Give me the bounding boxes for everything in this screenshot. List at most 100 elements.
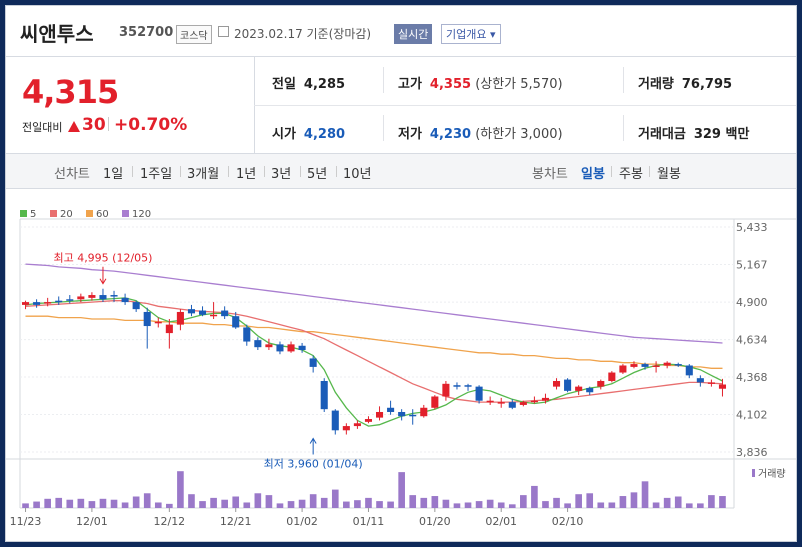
candle-body [243,327,251,342]
volume-bar [166,503,173,508]
tab-3m[interactable]: 3개월 [187,167,220,182]
volume-bar [597,502,605,508]
tab-line-chart[interactable]: 선차트 [54,167,90,182]
candle-body [187,309,196,314]
legend-swatch [20,210,27,217]
lower-limit: (하한가 3,000) [475,127,563,142]
legend-label: 20 [60,209,73,220]
tab-5y[interactable]: 5년 [307,167,328,182]
candle-body [552,380,561,387]
divider [383,115,384,141]
candle-body [21,302,30,305]
volume-bar [66,499,74,508]
stock-name[interactable]: 씨앤투스 [20,22,94,46]
tab-10y[interactable]: 10년 [343,167,372,182]
tab-1y[interactable]: 1년 [236,167,257,182]
volume-bar [221,499,228,508]
stock-code: 352700 [119,25,174,40]
volume-bar [685,503,693,508]
realtime-button[interactable]: 실시간 [394,24,433,44]
x-tick-label: 01/11 [353,515,385,528]
price-chart[interactable]: 5,433 5,167 4,900 4,634 4,368 4,102 3,836 11/23… [6,6,797,542]
divider [336,166,337,177]
volume-bar [243,502,251,508]
open-price: 시가 4,280 [272,123,345,142]
volume-bar [232,496,240,508]
calendar-icon [218,26,229,37]
candle-body [33,302,41,305]
tab-1d[interactable]: 1일 [103,167,124,182]
divider [300,166,301,177]
volume-bar [409,495,417,508]
divider [611,166,612,177]
candle-body [519,402,527,405]
candle-body [475,386,483,401]
volume-bar [575,494,582,508]
volume-bar [398,472,405,508]
volume-bar [254,493,262,508]
volume-bar [188,494,195,508]
candle-body [575,386,583,391]
tab-candle-chart[interactable]: 봉차트 [532,167,568,182]
volume-bar [365,497,372,508]
volume-bar [652,502,660,508]
tab-daily[interactable]: 일봉 [581,167,605,182]
volume-bar [132,496,140,508]
volume-bar [298,499,306,508]
candle-body [165,324,173,334]
candle-body [663,362,671,366]
candle-body [652,365,660,367]
ma5-line [25,297,723,427]
legend-ma60: 60 [86,209,109,220]
volume-bar [520,495,527,508]
market-badge: 코스닥 [176,25,212,44]
tab-1w[interactable]: 1주일 [140,167,173,182]
candle-body [597,380,605,387]
volume-bar [475,501,483,508]
volume-bar [320,497,328,508]
candle-body [420,407,428,417]
volume-bar [464,502,472,508]
candle-body [198,310,207,315]
legend-swatch [50,210,57,217]
volume-bar [697,503,704,508]
volume-bar [663,497,671,508]
candle-body [320,380,328,410]
volume-legend-label: 거래량 [758,468,786,480]
prev-close-value: 4,285 [303,77,346,92]
legend-swatch [86,210,93,217]
volume-bar [33,501,40,508]
volume-bar [343,501,350,508]
volume-bar [630,492,638,508]
legend-label: 5 [30,209,37,220]
high-label: 고가 [398,77,422,92]
company-info-button[interactable]: 기업개요 ▾ [441,24,501,44]
y-tick-label: 4,634 [736,334,768,347]
tab-3y[interactable]: 3년 [271,167,292,182]
candle-body [464,385,472,387]
divider [180,166,181,177]
divider [254,105,796,106]
open-value: 4,280 [303,127,346,142]
candle-body [232,316,240,328]
volume-bar [608,502,616,508]
change-label: 전일대비 [22,121,63,134]
divider [623,67,624,93]
candle-body [121,297,129,303]
legend-label: 120 [132,209,152,220]
candle-body [641,364,649,367]
candle-body [364,419,373,422]
low-label: 저가 [398,127,422,142]
candle-body [276,344,284,352]
upper-limit: (상한가 5,570) [475,77,563,92]
candle-body [398,411,406,417]
company-info-label: 기업개요 [446,28,487,41]
volume-value: 76,795 [681,77,733,92]
candle-body [353,423,361,427]
candle-body [453,385,461,387]
volume-bar [44,498,51,508]
divider [623,115,624,141]
tab-weekly[interactable]: 주봉 [619,167,643,182]
tab-monthly[interactable]: 월봉 [657,167,681,182]
y-tick-label: 4,102 [736,409,768,422]
